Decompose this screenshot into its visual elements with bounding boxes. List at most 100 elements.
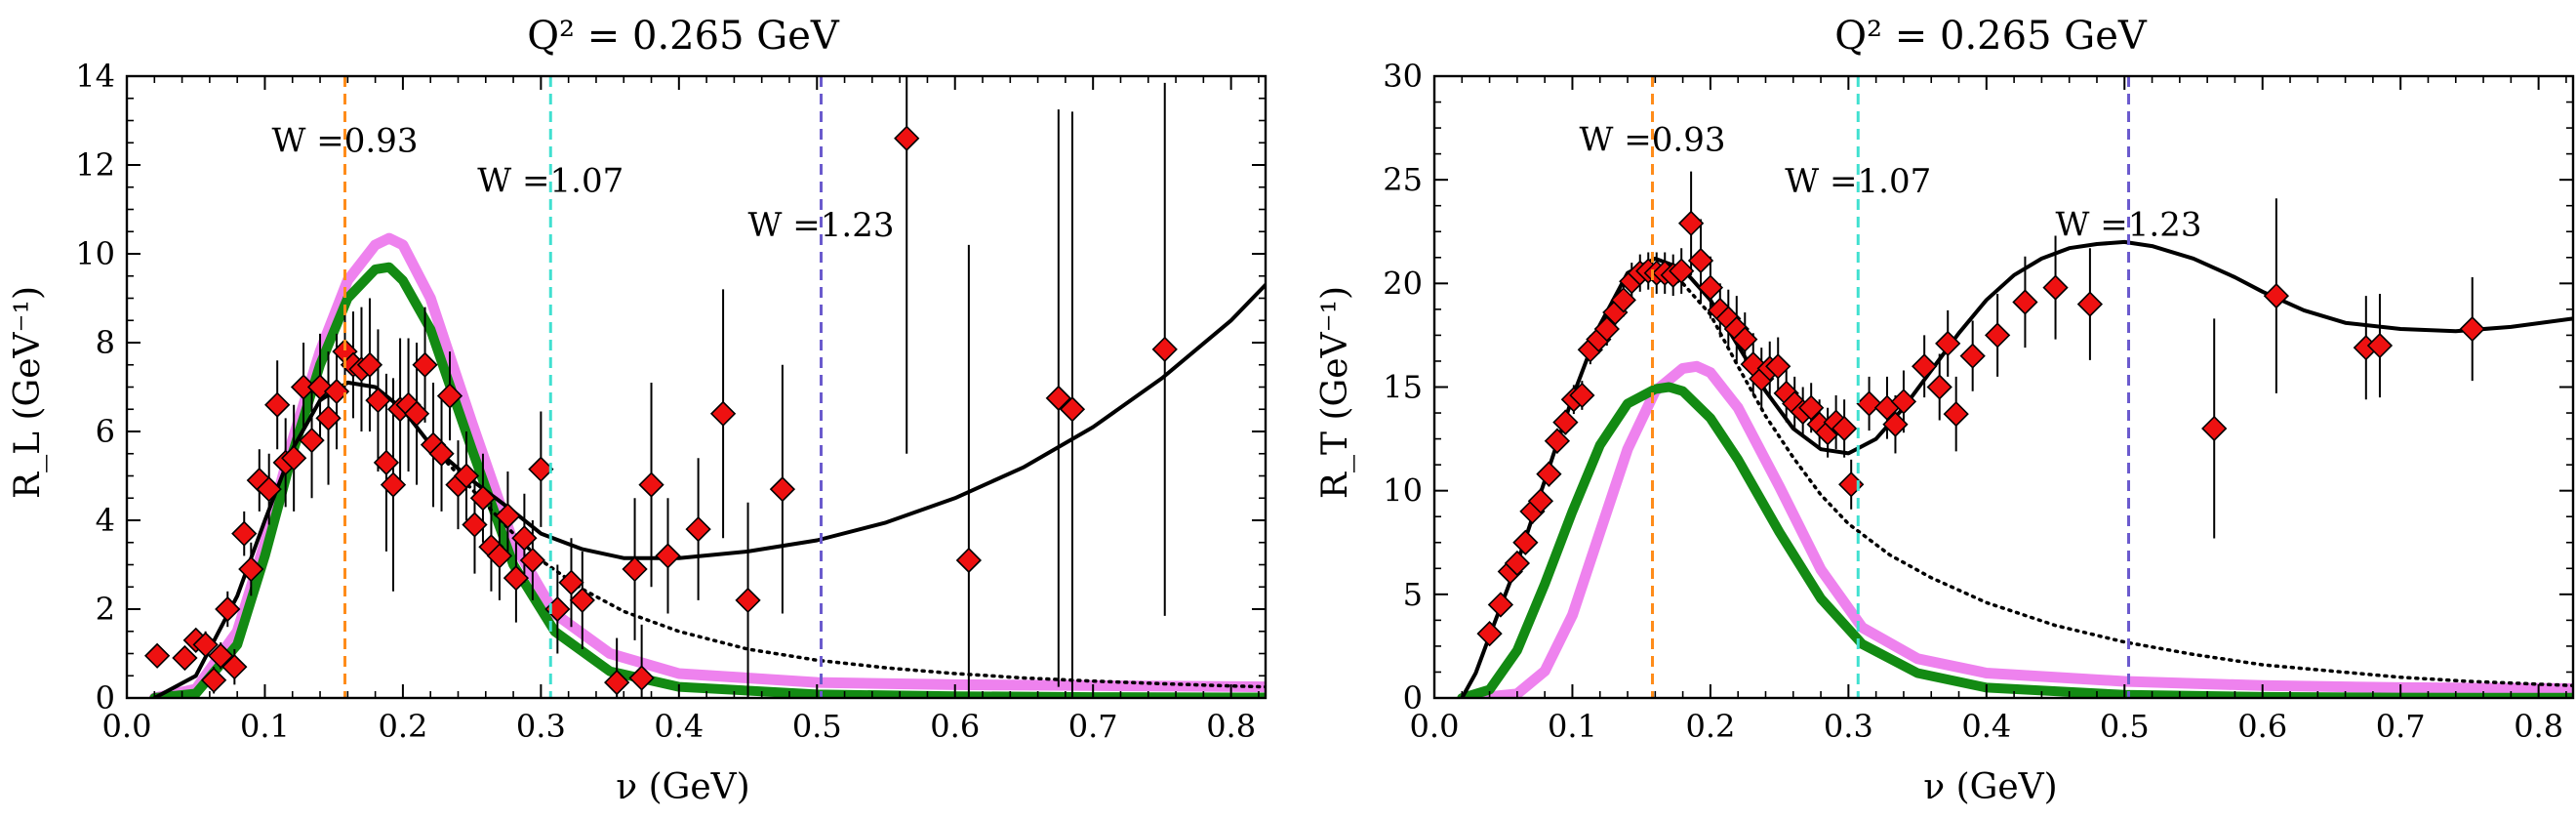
data-point bbox=[215, 595, 241, 623]
data-point bbox=[315, 405, 342, 431]
y-tick-label: 2 bbox=[96, 591, 115, 628]
x-axis-label: ν (GeV) bbox=[1923, 767, 2057, 807]
w-marker-label: W =0.93 bbox=[1580, 120, 1726, 159]
y-tick-label: 15 bbox=[1383, 369, 1423, 406]
data-point bbox=[238, 555, 264, 583]
data-point bbox=[323, 378, 350, 405]
x-tick-label: 0.3 bbox=[516, 708, 566, 745]
data-point bbox=[1697, 274, 1724, 301]
curve-green-band bbox=[1457, 382, 2573, 698]
x-tick-label: 0.1 bbox=[240, 708, 290, 745]
data-point bbox=[1059, 396, 1086, 423]
data-point bbox=[1798, 394, 1825, 421]
data-point bbox=[2042, 274, 2069, 301]
data-point bbox=[1151, 336, 1178, 362]
data-point bbox=[1569, 382, 1595, 409]
data-point bbox=[1732, 326, 1758, 352]
x-tick-label: 0.2 bbox=[1685, 708, 1735, 745]
data-point bbox=[894, 125, 920, 151]
data-point bbox=[1959, 343, 1986, 369]
data-point bbox=[1677, 210, 1705, 236]
w-marker-label: W =1.23 bbox=[2056, 205, 2202, 244]
x-tick-label: 0.0 bbox=[102, 708, 152, 745]
data-point bbox=[1476, 621, 1503, 647]
curve-dotted bbox=[152, 381, 1266, 698]
panel-rl: Q² = 0.265 GeV W =0.93W =1.07W =1.230.0 0… bbox=[8, 14, 1268, 807]
x-tick-label: 0.7 bbox=[2376, 708, 2426, 745]
y-tick-label: 30 bbox=[1383, 58, 1423, 95]
data-point bbox=[655, 543, 681, 569]
data-point bbox=[1527, 488, 1554, 514]
data-point bbox=[143, 642, 171, 669]
data-point bbox=[495, 503, 521, 529]
y-tick-label: 8 bbox=[96, 324, 115, 361]
w-marker-label: W =1.07 bbox=[477, 161, 624, 200]
curve-solid bbox=[1460, 239, 2573, 698]
data-point bbox=[1687, 247, 1714, 274]
axes-frame bbox=[1432, 74, 2575, 700]
chart-title: Q² = 0.265 GeV bbox=[1834, 14, 2148, 59]
data-point bbox=[486, 543, 513, 569]
data-point bbox=[200, 667, 227, 693]
data-point bbox=[1831, 415, 1858, 442]
data-point bbox=[735, 587, 761, 614]
data-point bbox=[1544, 428, 1571, 454]
y-tick-label: 4 bbox=[96, 502, 115, 539]
data-point bbox=[1593, 315, 1620, 343]
chart-title: Q² = 0.265 GeV bbox=[527, 14, 840, 59]
data-point bbox=[1045, 385, 1071, 412]
plot-area bbox=[143, 76, 1266, 698]
data-point bbox=[1912, 353, 1938, 380]
x-tick-label: 0.1 bbox=[1548, 708, 1597, 745]
y-tick-label: 14 bbox=[75, 58, 115, 95]
data-point bbox=[2459, 315, 2485, 343]
data-point bbox=[264, 391, 291, 418]
data-point bbox=[1943, 400, 1969, 428]
data-point bbox=[462, 512, 488, 538]
y-tick-label: 5 bbox=[1403, 576, 1423, 613]
data-point bbox=[412, 351, 438, 378]
data-point bbox=[1487, 592, 1514, 618]
data-point bbox=[558, 569, 584, 595]
curve-magenta-band bbox=[1469, 360, 2573, 698]
data-point bbox=[469, 485, 497, 512]
x-tick-label: 0.6 bbox=[930, 708, 980, 745]
data-point bbox=[373, 449, 400, 475]
data-point bbox=[511, 525, 538, 552]
data-point bbox=[356, 351, 383, 378]
y-axis-label: R_L (GeV⁻¹) bbox=[8, 286, 48, 499]
curve-green-band bbox=[149, 262, 1266, 698]
x-tick-label: 0.7 bbox=[1068, 708, 1118, 745]
data-point bbox=[299, 427, 325, 454]
y-axis-label: R_T (GeV⁻¹) bbox=[1315, 286, 1355, 499]
y-tick-label: 10 bbox=[75, 235, 115, 272]
x-tick-label: 0.6 bbox=[2237, 708, 2287, 745]
w-marker-label: W =0.93 bbox=[272, 121, 419, 160]
y-tick-label: 25 bbox=[1383, 161, 1423, 198]
panel-rt: Q² = 0.265 GeV W =0.93W =1.07W =1.230.0 0… bbox=[1315, 14, 2575, 807]
data-point bbox=[403, 400, 430, 427]
x-tick-label: 0.8 bbox=[2514, 708, 2563, 745]
data-point bbox=[453, 463, 480, 489]
y-tick-label: 6 bbox=[96, 413, 115, 450]
data-point bbox=[638, 472, 664, 498]
curve-dotted bbox=[1460, 270, 2573, 698]
data-point bbox=[231, 520, 258, 547]
data-point bbox=[628, 665, 655, 691]
y-tick-label: 12 bbox=[75, 146, 115, 184]
w-marker-label: W =1.07 bbox=[1785, 162, 1931, 201]
data-point bbox=[436, 383, 463, 409]
y-tick-label: 0 bbox=[96, 679, 115, 717]
data-point bbox=[503, 565, 530, 592]
data-point bbox=[1536, 461, 1562, 487]
data-point bbox=[1985, 322, 2011, 348]
data-point bbox=[380, 472, 407, 498]
data-point bbox=[709, 400, 737, 427]
data-point bbox=[192, 632, 219, 658]
data-point bbox=[769, 476, 796, 503]
data-point bbox=[1890, 389, 1917, 415]
data-point bbox=[2076, 291, 2104, 317]
x-tick-label: 0.4 bbox=[1961, 708, 2011, 745]
y-tick-label: 20 bbox=[1383, 265, 1423, 302]
